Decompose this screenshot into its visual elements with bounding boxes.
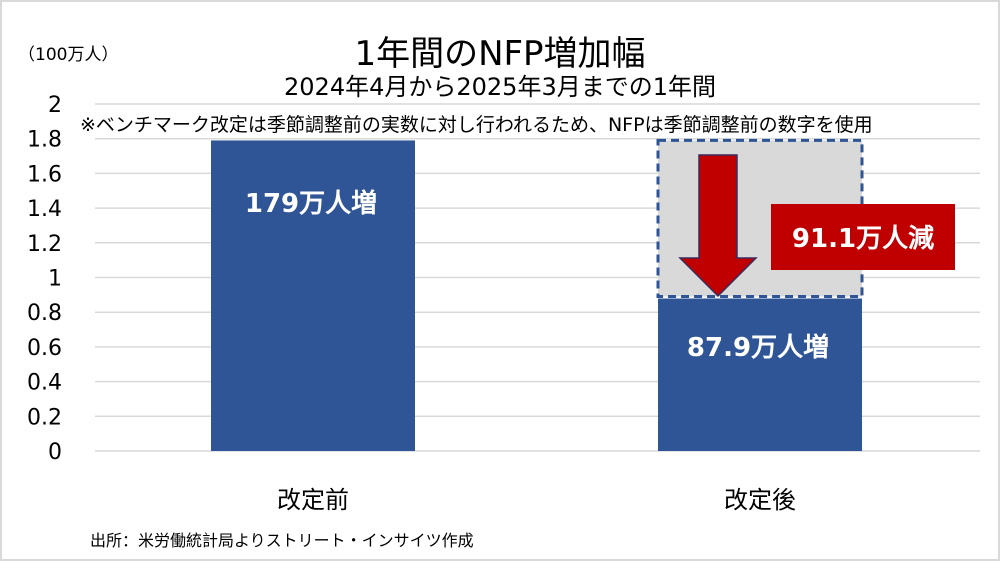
- y-tick-label: 1.2: [27, 232, 62, 257]
- bar-1: [211, 140, 415, 451]
- y-axis-unit-label: （100万人）: [18, 45, 119, 65]
- y-tick-label: 0.6: [27, 336, 62, 361]
- bar-data-label: 87.9万人増: [687, 333, 829, 363]
- down-arrow-icon: [678, 154, 758, 298]
- y-tick-label: 1: [48, 267, 62, 292]
- bar-2: [658, 298, 862, 451]
- chart-note: ※ベンチマーク改定は季節調整前の実数に対し行われるため、NFPは季節調整前の数字…: [80, 114, 873, 136]
- chart-subtitle: 2024年4月から2025年3月までの1年間: [284, 73, 716, 101]
- y-tick-label: 1.4: [27, 197, 62, 222]
- y-tick-label: 1.6: [27, 162, 62, 187]
- y-tick-label: 0.8: [27, 301, 62, 326]
- y-tick-label: 2: [48, 93, 62, 118]
- x-tick-label: 改定後: [724, 486, 796, 514]
- y-tick-label: 0.4: [27, 371, 62, 396]
- y-tick-label: 0.2: [27, 405, 62, 430]
- y-tick-label: 0: [48, 440, 62, 465]
- chart-title: 1年間のNFP増加幅: [354, 34, 646, 74]
- source-note: 出所：米労働統計局よりストリート・インサイツ作成: [90, 531, 474, 550]
- x-tick-label: 改定前: [277, 486, 349, 514]
- y-tick-label: 1.8: [27, 128, 62, 153]
- decrease-label: 91.1万人減: [792, 224, 934, 254]
- decrease-label-box: [771, 204, 955, 270]
- bar-data-label: 179万人増: [245, 189, 377, 219]
